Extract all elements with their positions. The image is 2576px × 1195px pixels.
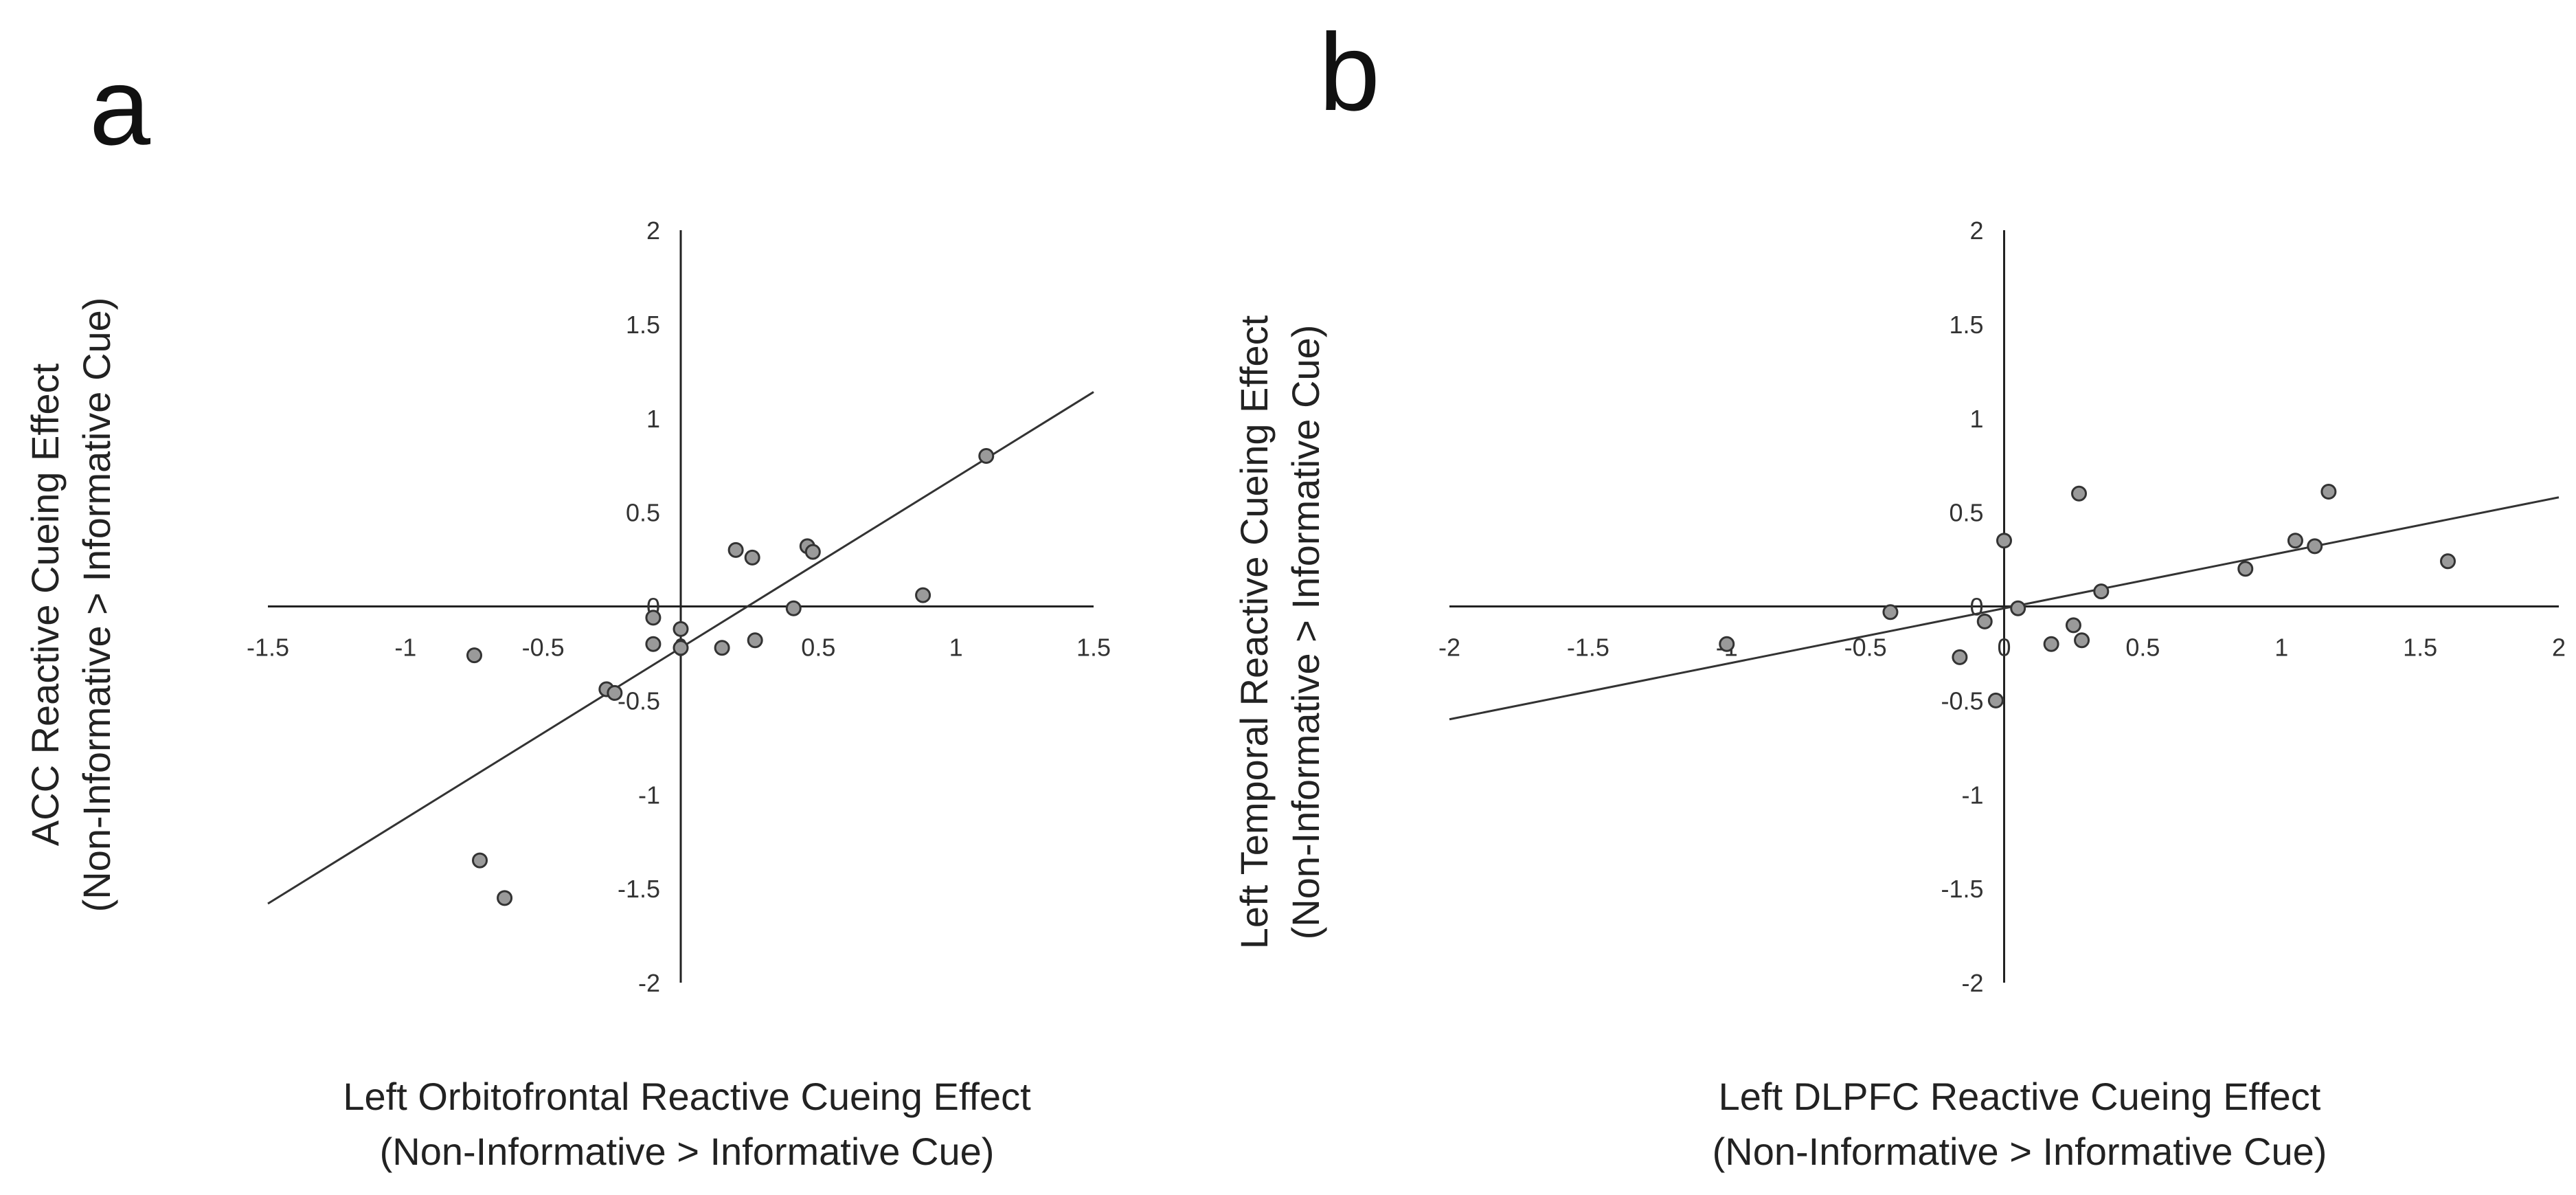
y-tick-label: 2	[1969, 216, 1983, 245]
x-tick-label: -0.5	[522, 634, 565, 662]
data-point	[1976, 613, 1993, 629]
data-point	[673, 640, 689, 656]
panel-b-y-axis-title: Left Temporal Reactive Cueing Effect	[1232, 315, 1276, 949]
data-point	[607, 684, 623, 701]
panel-b-marks: -2-1.5-1-0.500.511.52-2-1.5-1-0.500.511.…	[1438, 216, 2566, 997]
data-point	[472, 852, 488, 869]
data-point	[804, 544, 821, 560]
data-point	[2065, 617, 2081, 634]
y-tick-label: -2	[1961, 969, 1983, 997]
panel-label-b: b	[1319, 10, 1380, 133]
data-point	[785, 600, 802, 616]
data-point	[497, 890, 513, 906]
y-tick-label: 2	[646, 216, 660, 245]
y-tick-label: 0.5	[1949, 499, 1983, 527]
y-tick-label: -1	[1961, 781, 1983, 809]
y-tick-label: -0.5	[1941, 686, 1983, 715]
trendline	[1449, 496, 2560, 721]
data-point	[1719, 636, 1735, 652]
data-point	[673, 621, 689, 637]
x-tick-label: 1	[949, 634, 963, 662]
data-point	[2010, 600, 2026, 616]
x-tick-label: 0.5	[2125, 634, 2160, 662]
x-tick-label: 0.5	[801, 634, 835, 662]
x-tick-label: 1	[2274, 634, 2288, 662]
data-point	[727, 541, 744, 558]
data-point	[466, 647, 482, 664]
panel-a-y-axis-title: ACC Reactive Cueing Effect	[23, 363, 67, 846]
x-tick-label: 2	[2552, 634, 2566, 662]
x-tick-label: -1.5	[1567, 634, 1609, 662]
data-point	[2440, 553, 2456, 570]
data-point	[747, 632, 763, 649]
data-point	[2093, 583, 2110, 600]
panel-label-a: a	[89, 45, 150, 168]
y-tick-label: -1.5	[618, 875, 660, 903]
panel-a-marks: -1.5-1-0.500.511.5-2-1.5-1-0.500.511.52	[247, 216, 1111, 997]
y-tick-label: 1.5	[1949, 311, 1983, 339]
data-point	[1952, 649, 1968, 665]
panel-b-y-axis-subtitle: (Non-Informative > Informative Cue)	[1284, 325, 1327, 940]
data-point	[1996, 533, 2012, 549]
x-tick-label: 1.5	[2403, 634, 2437, 662]
x-tick-label: -1	[394, 634, 416, 662]
panel-b-x-axis-subtitle: (Non-Informative > Informative Cue)	[1713, 1130, 2327, 1173]
data-point	[1987, 692, 2004, 708]
data-point	[1882, 604, 1899, 621]
x-tick-label: -2	[1438, 634, 1460, 662]
panel-a: a -1.5-1-0.500.511.5-2-1.5-1-0.500.511.5…	[23, 45, 1111, 1173]
y-tick-label: 1	[646, 405, 660, 433]
y-tick-label: -2	[638, 969, 660, 997]
data-point	[2043, 636, 2059, 652]
data-point	[2320, 484, 2337, 500]
y-tick-label: -1	[638, 781, 660, 809]
x-tick-label: 0	[1997, 634, 2011, 662]
data-point	[2307, 538, 2323, 555]
data-point	[2071, 485, 2088, 502]
data-point	[2287, 533, 2303, 549]
panel-a-x-axis-title: Left Orbitofrontal Reactive Cueing Effec…	[343, 1075, 1031, 1118]
data-point	[915, 587, 931, 603]
data-point	[978, 448, 995, 464]
data-point	[744, 549, 760, 566]
y-tick-label: 1	[1969, 405, 1983, 433]
panel-b: b -2-1.5-1-0.500.511.52-2-1.5-1-0.500.51…	[1232, 10, 2566, 1173]
data-point	[2237, 561, 2254, 577]
y-tick-label: -1.5	[1941, 875, 1983, 903]
panel-a-x-axis-subtitle: (Non-Informative > Informative Cue)	[380, 1130, 995, 1173]
data-point	[645, 636, 662, 652]
x-tick-label: -1.5	[247, 634, 289, 662]
x-tick-label: -0.5	[1844, 634, 1887, 662]
data-point	[645, 610, 662, 626]
panel-a-y-axis-subtitle: (Non-Informative > Informative Cue)	[75, 298, 118, 913]
y-tick-label: 1.5	[626, 311, 660, 339]
data-point	[714, 640, 730, 656]
x-tick-label: 1.5	[1076, 634, 1111, 662]
panel-b-x-axis-title: Left DLPFC Reactive Cueing Effect	[1719, 1075, 2321, 1118]
data-point	[2074, 632, 2090, 649]
y-tick-label: -0.5	[618, 686, 660, 715]
y-tick-label: 0.5	[626, 499, 660, 527]
